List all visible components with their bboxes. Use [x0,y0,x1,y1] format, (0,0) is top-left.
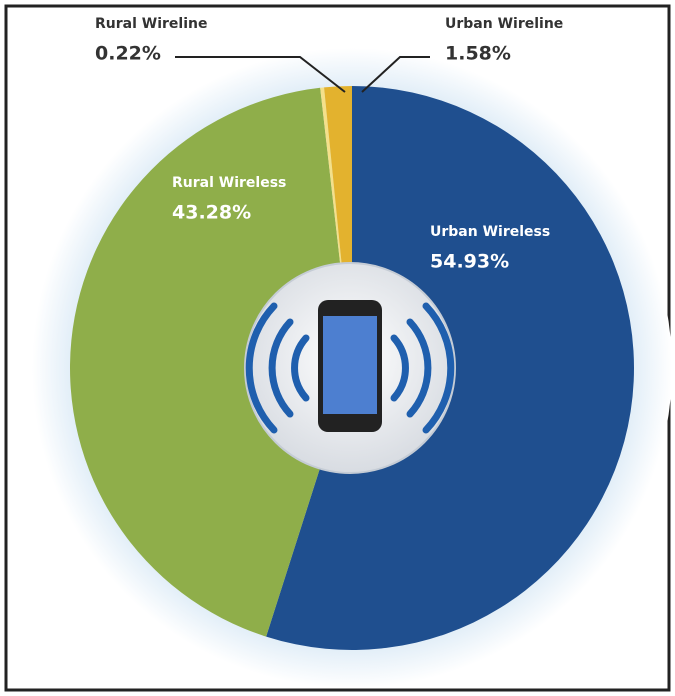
value-label: 1.58% [445,43,511,65]
slice-label: Urban Wireline [445,16,563,32]
center-icon [244,262,456,474]
pie-slice [70,87,352,637]
slice-label: Urban Wireless [430,224,550,240]
leader-lines [175,56,430,93]
slice-label: Rural Wireless [172,175,286,191]
value-label: 0.22% [95,43,161,65]
slice-label: Rural Wireline [95,16,207,32]
value-label: 54.93% [430,251,509,273]
value-label: 43.28% [172,202,251,224]
